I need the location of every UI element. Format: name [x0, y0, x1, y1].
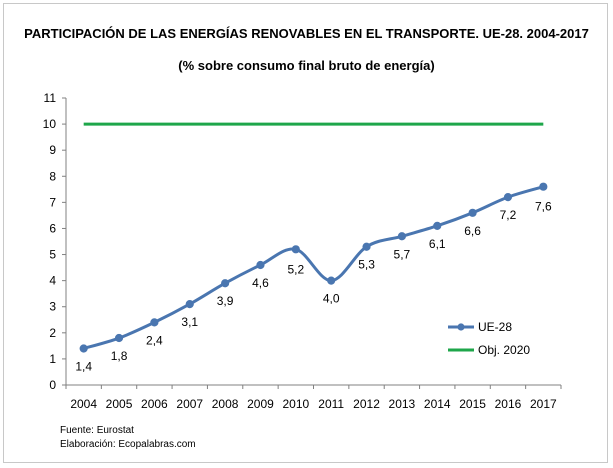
source-note: Fuente: Eurostat: [60, 425, 134, 436]
y-tick-label: 7: [49, 195, 56, 209]
chart-title: PARTICIPACIÓN DE LAS ENERGÍAS RENOVABLES…: [24, 26, 589, 41]
data-label: 1,8: [111, 349, 128, 363]
credit-note: Elaboración: Ecopalabras.com: [60, 439, 196, 450]
x-tick-label: 2004: [70, 397, 97, 411]
data-point: [221, 279, 230, 288]
data-point: [539, 182, 548, 191]
x-tick-label: 2011: [318, 397, 344, 411]
chart-subtitle: (% sobre consumo final bruto de energía): [178, 58, 435, 73]
legend-label-obj-2020: Obj. 2020: [478, 343, 530, 357]
y-tick-label: 0: [49, 378, 56, 392]
data-point: [150, 318, 159, 327]
data-point: [362, 242, 371, 251]
data-point: [433, 221, 442, 230]
y-tick-label: 9: [49, 143, 56, 157]
data-label: 2,4: [146, 333, 163, 347]
y-tick-label: 4: [49, 274, 56, 288]
data-point: [185, 300, 194, 309]
data-label: 5,3: [358, 258, 375, 272]
y-tick-label: 1: [49, 352, 56, 366]
y-tick-label: 3: [49, 300, 56, 314]
footer: Fuente: Eurostat Elaboración: Ecopalabra…: [60, 424, 196, 452]
data-label: 6,1: [429, 237, 446, 251]
x-tick-label: 2015: [459, 397, 486, 411]
x-tick-label: 2013: [389, 397, 416, 411]
legend-label-ue-28: UE-28: [478, 320, 512, 334]
legend: UE-28 Obj. 2020: [448, 320, 530, 357]
data-label: 4,0: [323, 292, 340, 306]
y-axis-ticks: 0 1 2 3 4 5 6 7 8 9 10 11: [43, 91, 66, 392]
x-tick-label: 2016: [495, 397, 522, 411]
data-label: 5,7: [394, 247, 411, 261]
x-tick-label: 2005: [106, 397, 133, 411]
data-label: 3,9: [217, 294, 234, 308]
data-point: [397, 232, 406, 241]
data-point: [114, 333, 124, 343]
data-label: 7,2: [500, 208, 517, 222]
data-label: 4,6: [252, 276, 269, 290]
data-point: [468, 208, 477, 217]
data-point: [79, 344, 88, 353]
axes: [65, 98, 561, 386]
chart-frame: [3, 3, 608, 463]
y-tick-label: 11: [44, 91, 57, 105]
x-tick-label: 2014: [424, 397, 451, 411]
x-tick-label: 2006: [141, 397, 168, 411]
x-tick-label: 2009: [247, 397, 274, 411]
y-tick-label: 10: [43, 117, 57, 131]
y-tick-label: 5: [49, 248, 56, 262]
x-tick-label: 2010: [282, 397, 309, 411]
data-label: 1,4: [75, 359, 92, 373]
x-tick-label: 2012: [353, 397, 380, 411]
data-label: 5,2: [287, 262, 304, 276]
data-label: 7,6: [535, 200, 552, 214]
data-point: [503, 193, 513, 202]
data-point: [327, 276, 336, 285]
data-label: 6,6: [464, 224, 481, 238]
x-tick-label: 2007: [176, 397, 203, 411]
legend-marker-ue-28: [457, 323, 465, 331]
data-point: [256, 260, 265, 270]
data-point: [291, 245, 300, 254]
series-layer: 1,4 1,8 2,4 3,1 3,9 4,6 5,2 4,0 5,3 5,7 6,1 6,6 7,2 7…: [75, 122, 552, 373]
x-tick-label: 2008: [212, 397, 239, 411]
x-tick-label: 2017: [530, 397, 557, 411]
series-ue-28: 1,4 1,8 2,4 3,1 3,9 4,6 5,2 4,0 5,3 5,7 6,1 6,6 7,2 7…: [75, 182, 552, 373]
data-label: 3,1: [181, 315, 198, 329]
y-tick-label: 2: [49, 326, 56, 340]
x-axis-ticks: 2004 2005 2006 2007 2008 2009 2010 2011 2012 2013…: [65, 385, 562, 411]
y-tick-label: 8: [49, 169, 56, 183]
y-tick-label: 6: [49, 221, 56, 235]
